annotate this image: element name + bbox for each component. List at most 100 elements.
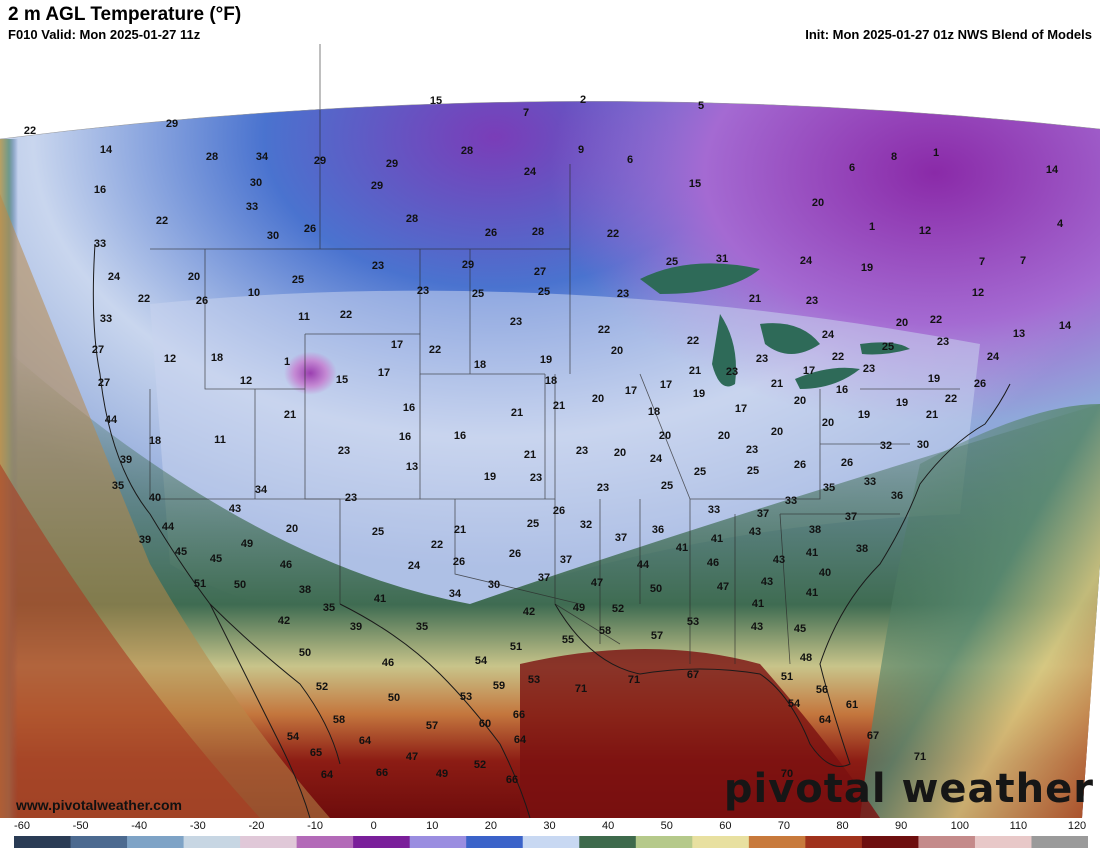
temperature-value: 26 xyxy=(552,505,566,517)
temperature-value: 34 xyxy=(448,588,462,600)
scale-tick-label: 100 xyxy=(950,820,969,832)
website-label[interactable]: www.pivotalweather.com xyxy=(16,797,182,813)
scale-tick-label: 10 xyxy=(426,820,439,832)
scale-color-segment xyxy=(522,836,580,848)
temperature-value: 19 xyxy=(860,262,874,274)
temperature-value: 23 xyxy=(616,288,630,300)
temperature-value: 32 xyxy=(879,440,893,452)
scale-tick-label: 20 xyxy=(484,820,497,832)
temperature-value: 66 xyxy=(512,709,526,721)
temperature-value: 15 xyxy=(688,178,702,190)
temperature-value: 34 xyxy=(255,151,269,163)
temperature-value: 22 xyxy=(606,228,620,240)
temperature-value: 24 xyxy=(407,560,421,572)
temperature-value: 20 xyxy=(610,345,624,357)
temperature-value: 41 xyxy=(805,547,819,559)
temperature-value: 22 xyxy=(944,393,958,405)
temperature-value: 16 xyxy=(398,431,412,443)
temperature-value: 23 xyxy=(529,472,543,484)
temperature-value: 71 xyxy=(627,674,641,686)
scale-color-segment xyxy=(70,836,128,848)
temperature-value: 22 xyxy=(831,351,845,363)
temperature-value: 37 xyxy=(559,554,573,566)
temperature-value: 35 xyxy=(111,480,125,492)
temperature-value: 23 xyxy=(725,366,739,378)
init-time: Init: Mon 2025-01-27 01z NWS Blend of Mo… xyxy=(805,27,1092,42)
temperature-value: 40 xyxy=(818,567,832,579)
temperature-value: 37 xyxy=(614,532,628,544)
temperature-value: 21 xyxy=(283,409,297,421)
temperature-value: 38 xyxy=(808,524,822,536)
temperature-value: 23 xyxy=(862,363,876,375)
temperature-value: 71 xyxy=(913,751,927,763)
temperature-value: 37 xyxy=(756,508,770,520)
temperature-value: 30 xyxy=(916,439,930,451)
temperature-value: 21 xyxy=(453,524,467,536)
pivotal-weather-logo: pivotal weather xyxy=(723,766,1094,812)
temperature-value: 45 xyxy=(209,553,223,565)
temperature-value: 21 xyxy=(523,449,537,461)
temperature-value: 23 xyxy=(575,445,589,457)
temperature-value: 17 xyxy=(624,385,638,397)
scale-tick-label: 80 xyxy=(836,820,849,832)
temperature-value: 71 xyxy=(574,683,588,695)
temperature-value: 6 xyxy=(626,154,634,166)
temperature-value: 19 xyxy=(895,397,909,409)
temperature-value: 25 xyxy=(881,341,895,353)
scale-color-segment xyxy=(974,836,1032,848)
scale-tick-label: 110 xyxy=(1009,820,1028,832)
temperature-value: 46 xyxy=(381,657,395,669)
scale-color-segment xyxy=(409,836,467,848)
temperature-value: 33 xyxy=(784,495,798,507)
temperature-value: 15 xyxy=(335,374,349,386)
temperature-value: 24 xyxy=(799,255,813,267)
temperature-value: 59 xyxy=(492,680,506,692)
temperature-value: 43 xyxy=(772,554,786,566)
temperature-value: 55 xyxy=(561,634,575,646)
temperature-value: 26 xyxy=(840,457,854,469)
temperature-value: 41 xyxy=(675,542,689,554)
temperature-value: 66 xyxy=(375,767,389,779)
scale-color-segment xyxy=(466,836,524,848)
temperature-value: 5 xyxy=(697,100,705,112)
scale-color-segment xyxy=(692,836,750,848)
temperature-value: 38 xyxy=(855,543,869,555)
temperature-value: 29 xyxy=(385,158,399,170)
temperature-value: 47 xyxy=(405,751,419,763)
temperature-value: 48 xyxy=(799,652,813,664)
temperature-value: 38 xyxy=(298,584,312,596)
temperature-value: 53 xyxy=(527,674,541,686)
temperature-value: 4 xyxy=(1056,218,1064,230)
temperature-value: 17 xyxy=(734,403,748,415)
scale-color-segment xyxy=(918,836,976,848)
temperature-value: 33 xyxy=(863,476,877,488)
temperature-value: 25 xyxy=(660,480,674,492)
temperature-value: 14 xyxy=(1058,320,1072,332)
temperature-map[interactable]: 22 29 14 28 34 16 30 29 29 29 15 7 2 5 9 6 28 24 15 8 1 6 14 20… xyxy=(0,44,1100,818)
temperature-value: 27 xyxy=(97,377,111,389)
temperature-value: 8 xyxy=(890,151,898,163)
temperature-value: 19 xyxy=(483,471,497,483)
temperature-value: 51 xyxy=(193,578,207,590)
temperature-value: 49 xyxy=(240,538,254,550)
temperature-value: 21 xyxy=(510,407,524,419)
temperature-value: 33 xyxy=(93,238,107,250)
temperature-value: 12 xyxy=(971,287,985,299)
temperature-value: 24 xyxy=(821,329,835,341)
temperature-value: 61 xyxy=(845,699,859,711)
valid-time: F010 Valid: Mon 2025-01-27 11z xyxy=(8,27,201,42)
scale-tick-label: -30 xyxy=(189,820,206,832)
temperature-value: 25 xyxy=(526,518,540,530)
temperature-value: 21 xyxy=(925,409,939,421)
temperature-value: 24 xyxy=(523,166,537,178)
temperature-value: 10 xyxy=(247,287,261,299)
scale-tick-label: -20 xyxy=(248,820,265,832)
temperature-value: 15 xyxy=(429,95,443,107)
temperature-value: 22 xyxy=(430,539,444,551)
temperature-value: 26 xyxy=(452,556,466,568)
temperature-value: 64 xyxy=(358,735,372,747)
temperature-value: 19 xyxy=(927,373,941,385)
temperature-value: 30 xyxy=(487,579,501,591)
temperature-value: 19 xyxy=(539,354,553,366)
temperature-value: 52 xyxy=(315,681,329,693)
